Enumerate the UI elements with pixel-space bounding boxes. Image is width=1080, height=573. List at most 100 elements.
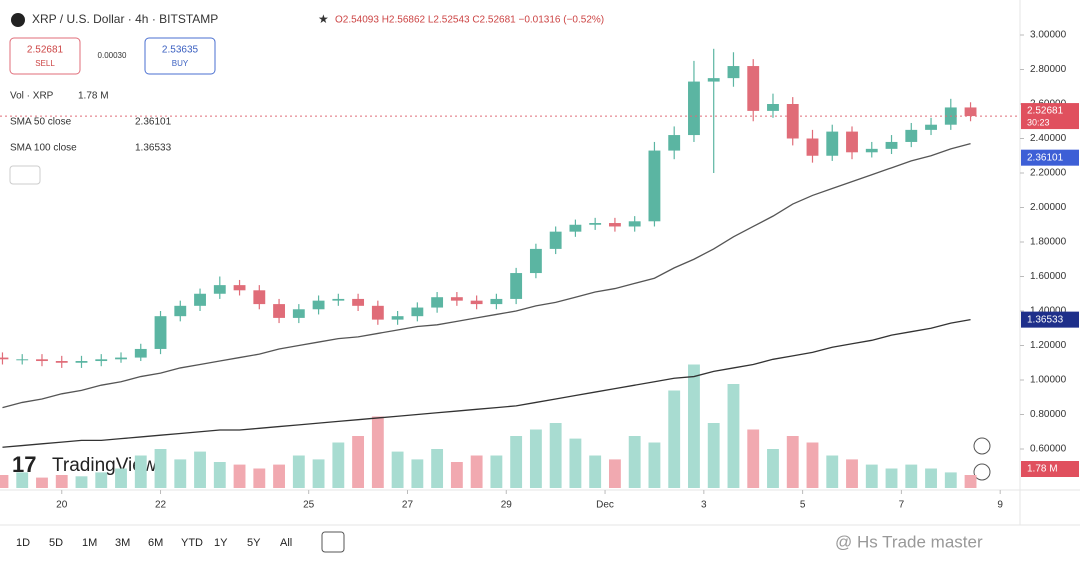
volume-bar [371, 416, 384, 488]
sell-button[interactable] [9, 37, 81, 75]
volume-bar [55, 475, 68, 488]
candle-body [688, 81, 700, 136]
candle-body [885, 141, 898, 149]
candle-body [36, 359, 48, 362]
candle-body [174, 305, 187, 317]
candle-body [846, 131, 858, 153]
candle-body [747, 66, 760, 111]
candle-body [510, 273, 523, 299]
range-button[interactable]: 1M [82, 537, 97, 549]
legend-sma100: SMA 100 close [10, 143, 77, 154]
candle-body [273, 304, 285, 318]
y-tick-label: 1.00000 [1030, 375, 1067, 386]
volume-bar [292, 455, 305, 488]
volume-bar [944, 472, 957, 488]
legend-sma50-value: 2.36101 [135, 117, 172, 128]
y-tick-label: 2.40000 [1030, 133, 1067, 144]
volume-bar [95, 472, 108, 488]
candle-body [55, 361, 68, 363]
volume-bar [846, 459, 858, 488]
candle-body [352, 298, 365, 306]
candle-body [450, 297, 463, 301]
candle-body [194, 293, 206, 306]
spread: 0.00030 [98, 51, 127, 60]
volume-bar [391, 451, 404, 488]
y-tick-label: 3.00000 [1030, 30, 1067, 41]
volume-price: 1.78 M [1027, 464, 1058, 475]
sma50-tag [1021, 149, 1079, 166]
star: ★ [318, 12, 329, 26]
volume-bar [115, 468, 127, 488]
ohlc: O2.54093 H2.56862 L2.52543 C2.52681 −0.0… [335, 15, 604, 26]
volume-bar [628, 436, 641, 488]
range-button[interactable]: 6M [148, 537, 163, 549]
volume-bar [589, 455, 602, 488]
volume-bar [510, 436, 523, 488]
range-button[interactable]: YTD [181, 537, 203, 549]
candle-body [865, 148, 878, 153]
x-tick-label: Dec [596, 500, 614, 511]
symbol-icon [11, 13, 25, 27]
volume-bar [490, 455, 503, 488]
volume-bar [609, 459, 621, 488]
candle-body [609, 223, 621, 227]
volume-bar [450, 462, 463, 488]
volume-bar [925, 468, 937, 488]
y-tick-label: 1.20000 [1030, 340, 1067, 351]
volume-bar [964, 475, 977, 488]
sell-label: SELL [35, 59, 55, 68]
volume-bar [0, 475, 9, 488]
candle-body [925, 124, 937, 130]
x-tick-label: 9 [997, 500, 1003, 511]
candle-body [707, 78, 720, 82]
x-tick-label: 27 [402, 500, 414, 511]
volume-bar [470, 455, 483, 488]
y-tick-label: 1.60000 [1030, 271, 1067, 282]
y-tick-label: 2.20000 [1030, 168, 1067, 179]
range-button[interactable]: 1D [16, 537, 30, 549]
zoom-out[interactable] [973, 463, 991, 481]
volume-bar [213, 462, 226, 488]
candle-body [371, 305, 384, 320]
range-button[interactable]: 1Y [214, 537, 228, 549]
calendar-icon[interactable] [321, 531, 345, 553]
candle-body [648, 150, 661, 222]
legend-sma50: SMA 50 close [10, 117, 72, 128]
candle-body [806, 138, 819, 156]
candle-body [411, 307, 424, 317]
x-tick-label: 25 [303, 500, 315, 511]
y-tick-label: 2.00000 [1030, 202, 1067, 213]
candle-body [470, 300, 483, 305]
candle-body [964, 107, 977, 117]
zoom-in[interactable] [973, 437, 991, 455]
volume-tag [1021, 461, 1079, 477]
candle-body [549, 231, 562, 249]
volume-bar [154, 449, 167, 488]
volume-bar [312, 459, 325, 488]
last-price: 2.52681 [1027, 106, 1064, 117]
volume-bar [233, 464, 246, 488]
volume-bar [36, 477, 48, 488]
candle-body [490, 298, 503, 305]
candle-body [431, 297, 444, 308]
x-tick-label: 29 [501, 500, 513, 511]
candle-body [75, 361, 88, 363]
y-tick-label: 0.80000 [1030, 409, 1067, 420]
collapse-button[interactable] [9, 165, 41, 185]
candle-body [529, 248, 542, 274]
buy-button[interactable] [144, 37, 216, 75]
range-button[interactable]: 3M [115, 537, 130, 549]
watermark: @ Hs Trade master [835, 532, 983, 551]
range-button[interactable]: 5D [49, 537, 63, 549]
candle-body [312, 300, 325, 310]
candle-body [213, 285, 226, 294]
range-button[interactable]: 5Y [247, 537, 261, 549]
y-tick-label: 2.80000 [1030, 64, 1067, 75]
symbol-title: XRP / U.S. Dollar · 4h · BITSTAMP [32, 12, 218, 26]
volume-bar [411, 459, 424, 488]
volume-bar [885, 468, 898, 488]
volume-bar [668, 390, 681, 488]
range-button[interactable]: All [280, 537, 292, 549]
sell-price: 2.52681 [27, 45, 64, 56]
volume-bar [16, 472, 29, 488]
